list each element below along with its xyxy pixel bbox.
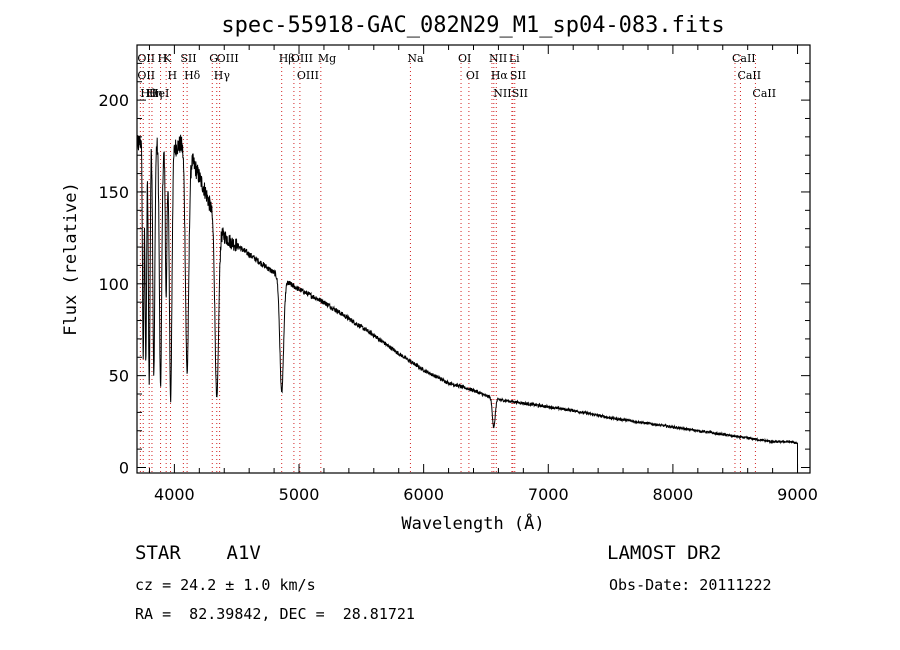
survey-name: LAMOST DR2 — [607, 542, 722, 564]
plot-frame — [136, 44, 811, 474]
line-marker-label: Mg — [318, 52, 336, 65]
line-marker-label: OII — [137, 69, 155, 82]
line-marker-label: Hα — [491, 69, 509, 82]
spectrum-line — [136, 134, 798, 473]
x-tick-label: 5000 — [279, 485, 320, 504]
y-tick-label: 0 — [119, 458, 129, 477]
observation-date: Obs-Date: 20111222 — [609, 576, 772, 594]
line-marker-label: OIII — [291, 52, 313, 65]
line-marker-label: NII — [493, 87, 511, 100]
line-marker-label: G — [209, 52, 218, 65]
redshift-value: cz = 24.2 ± 1.0 km/s — [135, 576, 316, 594]
y-tick-label: 50 — [109, 367, 129, 386]
y-axis-label: Flux (relative) — [61, 182, 81, 336]
line-marker-label: Hδ — [184, 69, 201, 82]
line-marker-label: OIII — [217, 52, 239, 65]
spectral-class: STAR A1V — [135, 542, 261, 564]
line-marker-label: CaII — [752, 87, 776, 100]
line-marker-label: SII — [510, 69, 526, 82]
line-marker-label: Hγ — [214, 69, 231, 82]
line-marker-label: CaII — [732, 52, 756, 65]
y-axis-ticks: 0 50 100 150 200 — [98, 62, 810, 477]
line-marker-label: H — [158, 52, 168, 65]
line-marker-label: SII — [512, 87, 528, 100]
line-marker-label: OIII — [297, 69, 319, 82]
x-tick-label: 6000 — [403, 485, 444, 504]
x-tick-label: 7000 — [528, 485, 569, 504]
line-marker-label: Hθ — [140, 87, 157, 100]
line-marker-label: Hβ — [279, 52, 295, 65]
line-marker-label: K — [163, 52, 172, 65]
line-marker-label: Na — [407, 52, 424, 65]
chart-title: spec-55918-GAC_082N29_M1_sp04-083.fits — [221, 13, 724, 38]
y-tick-label: 100 — [98, 275, 129, 294]
line-marker-label: Hη — [146, 87, 162, 100]
x-tick-label: 4000 — [154, 485, 195, 504]
x-tick-label: 9000 — [777, 485, 818, 504]
line-marker-label: OI — [458, 52, 471, 65]
y-tick-label: 200 — [98, 91, 129, 110]
line-marker-label: CaII — [737, 69, 761, 82]
line-marker-label: SII — [180, 52, 196, 65]
line-marker-label: OII — [137, 52, 155, 65]
line-marker-label: HeI — [149, 87, 169, 100]
line-marker-label: OI — [466, 69, 479, 82]
x-tick-label: 8000 — [653, 485, 694, 504]
line-marker-label: NII — [489, 52, 507, 65]
line-marker-layer — [139, 55, 756, 473]
coordinates: RA = 82.39842, DEC = 28.81721 — [135, 605, 415, 623]
y-tick-label: 150 — [98, 183, 129, 202]
line-marker-label: H — [168, 69, 178, 82]
x-axis-ticks: 4000 5000 6000 7000 8000 9000 — [148, 45, 818, 504]
x-axis-label: Wavelength (Å) — [401, 512, 544, 534]
line-marker-label: Li — [509, 52, 520, 65]
